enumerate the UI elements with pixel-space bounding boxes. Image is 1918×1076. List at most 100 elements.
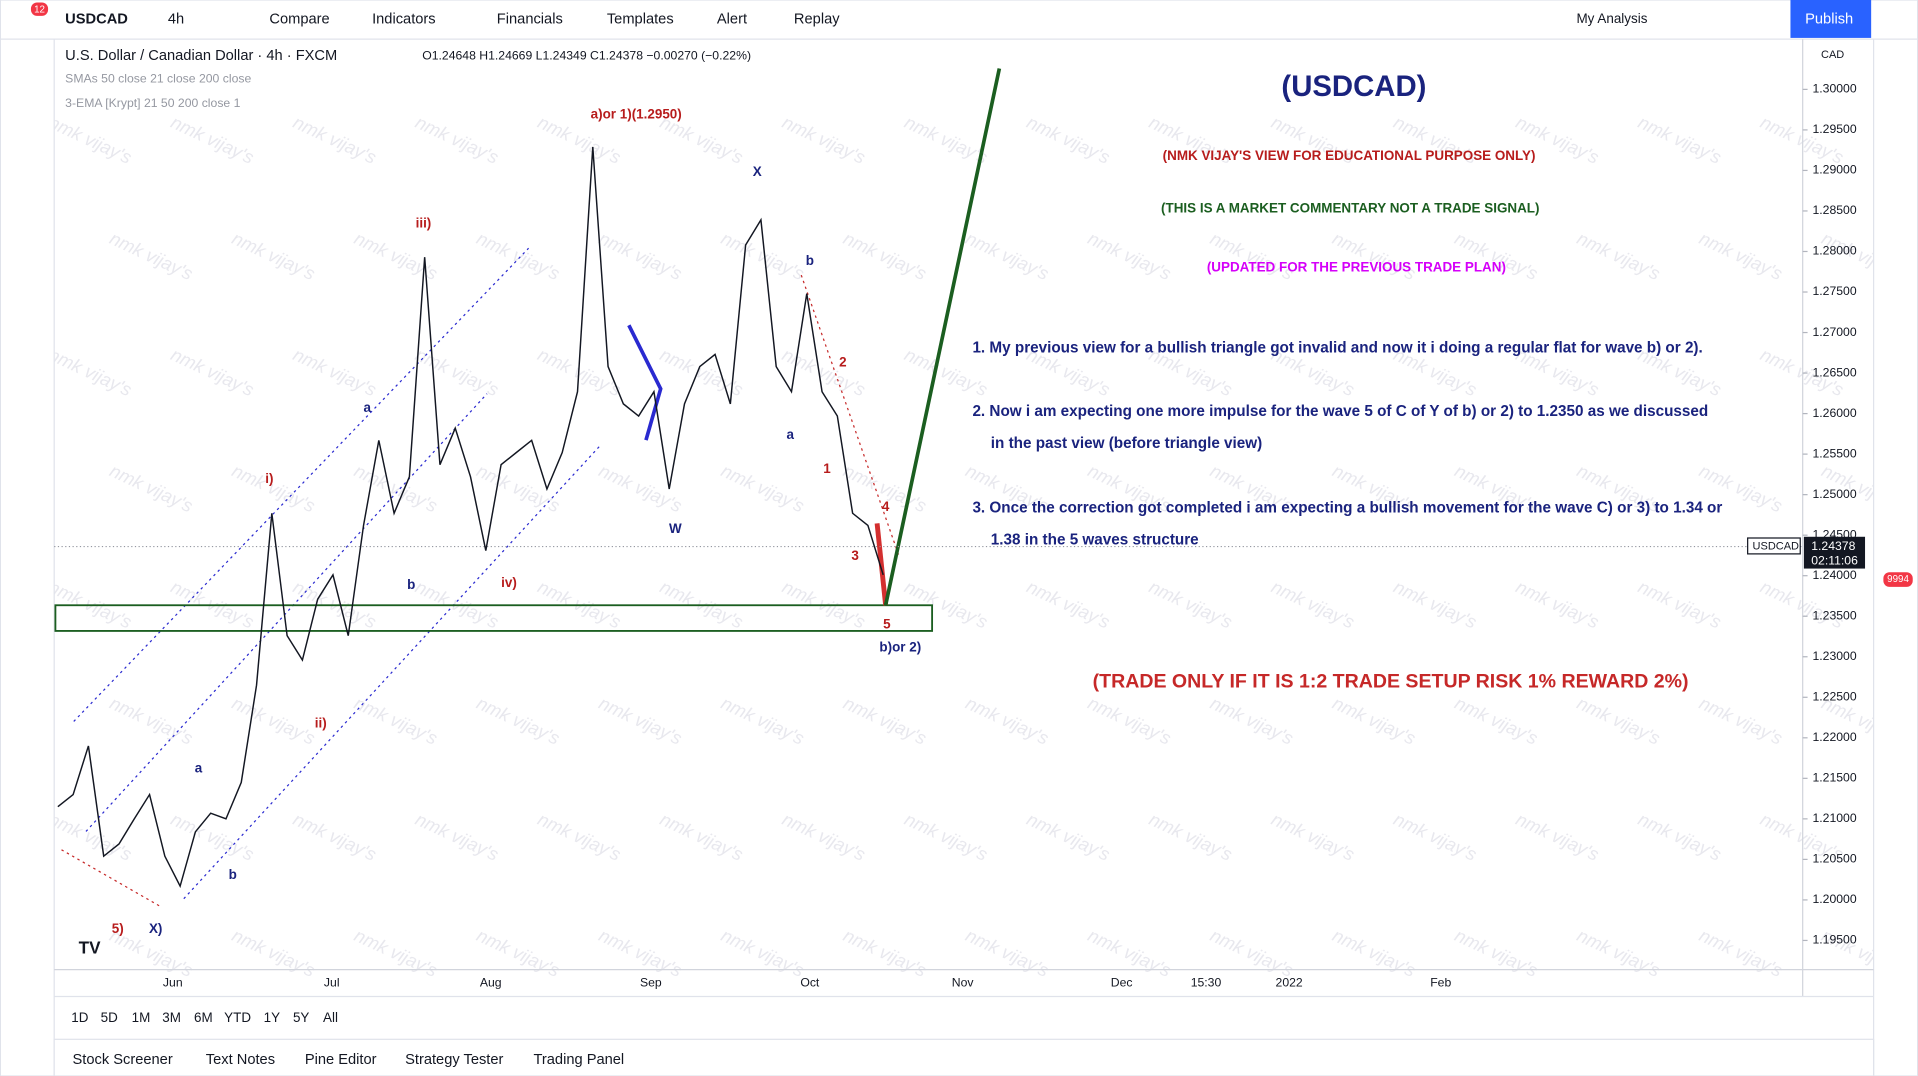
badge-count: 12 [34, 4, 45, 15]
countdown: 02:11:06 [1811, 553, 1858, 567]
toolbar-item[interactable]: Indicators [372, 11, 436, 27]
drawings [54, 68, 1803, 908]
wave-label: a [363, 400, 371, 415]
y-tick-label: 1.30000 [1812, 82, 1856, 96]
toolbar-item[interactable]: Replay [794, 11, 840, 27]
range-button[interactable]: 1Y [264, 1010, 280, 1025]
publish-label[interactable]: Publish [1805, 11, 1853, 27]
x-tick-label: Nov [952, 975, 975, 989]
toolbar-item[interactable]: Compare [269, 11, 329, 27]
wave-label: 5) [112, 921, 124, 936]
commentary: (THIS IS A MARKET COMMENTARY NOT A TRADE… [1161, 201, 1539, 216]
channel-line [85, 393, 488, 832]
toolbar-item[interactable]: Alert [717, 11, 747, 27]
wave-label: 5 [883, 616, 891, 631]
y-tick-label: 1.19500 [1812, 933, 1856, 947]
range-button[interactable]: 5Y [293, 1010, 309, 1025]
wave-label: ii) [315, 715, 327, 730]
point: 2. Now i am expecting one more impulse f… [972, 403, 1708, 420]
range-button[interactable]: 6M [194, 1010, 213, 1025]
y-tick-label: 1.25500 [1812, 446, 1856, 460]
left-toolbar [0, 38, 55, 1076]
wave-label: 2 [839, 355, 846, 370]
range-button[interactable]: All [323, 1010, 338, 1025]
wave-label: b [229, 867, 237, 882]
y-tick-label: 1.29500 [1812, 122, 1856, 136]
x-tick-label: Jun [163, 975, 183, 989]
wave-label: i) [265, 471, 273, 486]
tab[interactable]: Pine Editor [305, 1052, 377, 1068]
x-tick-label: Oct [800, 975, 820, 989]
wave-line [61, 849, 163, 908]
point: 3. Once the correction got completed i a… [972, 500, 1722, 517]
y-tick-label: 1.21500 [1812, 771, 1856, 785]
range-button[interactable]: 1D [71, 1010, 88, 1025]
symbol-tag [1747, 537, 1801, 555]
right-sidebar [1872, 38, 1918, 1076]
y-tick-label: 1.27000 [1812, 325, 1856, 339]
range-button[interactable]: 1M [132, 1010, 151, 1025]
logo: TV [79, 938, 101, 957]
bottom-panel [53, 1038, 1875, 1076]
wave-5-line [874, 523, 889, 606]
range-button[interactable]: YTD [224, 1010, 251, 1025]
interval[interactable]: 4h [168, 11, 184, 27]
tab[interactable]: Trading Panel [533, 1052, 624, 1068]
toolbar-item[interactable]: Templates [607, 11, 674, 27]
symbol[interactable]: USDCAD [65, 11, 128, 27]
range-button[interactable]: 3M [162, 1010, 181, 1025]
tab[interactable]: Stock Screener [73, 1052, 173, 1068]
x-tick-label: 2022 [1276, 975, 1303, 989]
y-tick-label: 1.25000 [1812, 487, 1856, 501]
tab[interactable]: Text Notes [206, 1052, 275, 1068]
x-tick-label: Sep [640, 975, 662, 989]
target-zone [54, 604, 934, 632]
y-tick-label: 1.21000 [1812, 811, 1856, 825]
wave-label: a [787, 427, 795, 442]
y-tick-label: 1.23500 [1812, 608, 1856, 622]
y-tick-label: 1.22000 [1812, 730, 1856, 744]
point: 1. My previous view for a bullish triang… [972, 340, 1702, 357]
toolbar-items: Compare Indicators Financials Templates Aler… [269, 11, 840, 27]
point: 1.38 in the 5 waves structure [991, 531, 1199, 548]
tabs: Stock Screener Text Notes Pine Editor Strat… [73, 1052, 625, 1068]
y-tick-label: 1.26000 [1812, 406, 1856, 420]
updated: (UPDATED FOR THE PREVIOUS TRADE PLAN) [1207, 259, 1506, 274]
y-tick-label: 1.24000 [1812, 568, 1856, 582]
y-tick-label: 1.23000 [1812, 649, 1856, 663]
tab[interactable]: Strategy Tester [405, 1052, 503, 1068]
symbol-tag-label: USDCAD [1753, 540, 1800, 552]
wave-label: X [753, 164, 762, 179]
wave-label: a)or 1)(1.2950) [591, 106, 682, 121]
wave-line [800, 274, 900, 557]
x-tick-label: Feb [1430, 975, 1451, 989]
last-price: 1.24378 [1811, 539, 1855, 553]
wave-label: b [407, 577, 415, 592]
top-toolbar [0, 0, 1918, 40]
x-tick-label: 15:30 [1191, 975, 1222, 989]
toolbar-item[interactable]: Financials [497, 11, 563, 27]
indicator: 3-EMA [Krypt] 21 50 200 close 1 [65, 96, 240, 110]
projection-line [883, 68, 1002, 606]
y-tick-label: 1.27500 [1812, 284, 1856, 298]
wave-label: iii) [416, 215, 432, 230]
range-button[interactable]: 5D [101, 1010, 118, 1025]
x-tick-label: Jul [324, 975, 340, 989]
point: in the past view (before triangle view) [991, 435, 1262, 452]
publish-button[interactable] [1790, 0, 1872, 38]
y-tick-label: 1.28500 [1812, 203, 1856, 217]
wave-label: X) [149, 921, 162, 936]
y-tick-label: 1.20500 [1812, 852, 1856, 866]
disclaimer: (NMK VIJAY'S VIEW FOR EDUCATIONAL PURPOS… [1163, 148, 1536, 163]
wave-label: b [806, 253, 814, 268]
channel-line [183, 445, 600, 900]
wave-label: W [669, 521, 682, 536]
triangle-line [627, 324, 663, 441]
range-buttons: 1D 5D 1M 3M 6M YTD 1Y 5Y All [71, 1010, 338, 1025]
layout-name[interactable]: My Analysis [1576, 11, 1647, 26]
y-tick-label: 1.22500 [1812, 690, 1856, 704]
price-tag [1803, 536, 1866, 569]
side-badge-count: 9994 [1887, 574, 1909, 585]
